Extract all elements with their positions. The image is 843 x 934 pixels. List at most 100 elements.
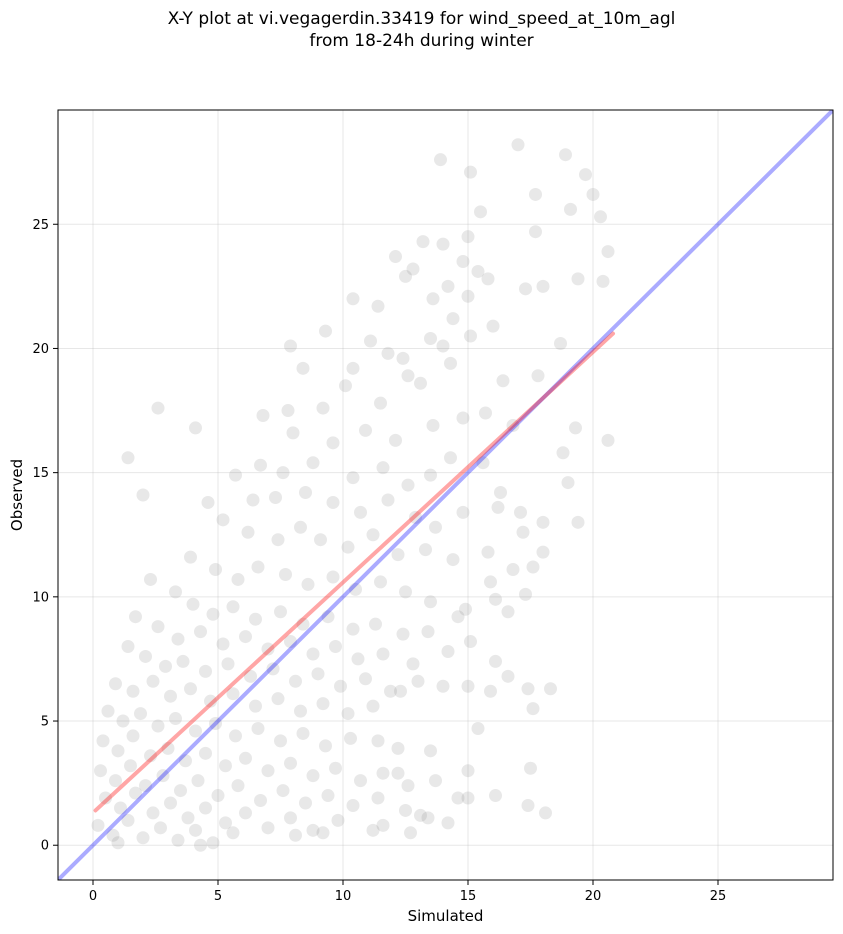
data-point (434, 153, 447, 167)
data-point (369, 617, 382, 631)
data-point (121, 640, 135, 654)
data-point (99, 791, 112, 805)
grid-lines (58, 110, 833, 880)
data-point (464, 329, 477, 343)
data-point (184, 550, 197, 564)
data-point (199, 801, 212, 815)
data-point (531, 369, 545, 383)
data-point (401, 779, 415, 793)
data-point (151, 620, 165, 634)
data-point (461, 289, 475, 303)
data-point (456, 505, 470, 519)
data-point (396, 351, 410, 365)
data-point (344, 731, 357, 745)
data-point (376, 461, 390, 475)
data-point (461, 679, 475, 693)
data-point (274, 605, 287, 619)
data-point (494, 486, 507, 500)
data-point (341, 540, 355, 554)
data-point (326, 570, 340, 584)
y-axis-label: Observed (8, 459, 26, 531)
data-point (159, 659, 172, 673)
y-tick-label: 5 (41, 715, 49, 730)
data-point (219, 816, 232, 830)
data-point (471, 721, 485, 735)
data-point (321, 610, 335, 624)
data-point (299, 796, 312, 810)
data-point (216, 637, 230, 651)
data-point (484, 684, 497, 698)
data-point (424, 744, 437, 758)
fit-line (93, 331, 615, 813)
data-point (441, 644, 455, 658)
data-point (289, 828, 302, 842)
y-tick-label: 25 (32, 218, 49, 233)
data-point (229, 729, 242, 743)
data-point (146, 674, 160, 688)
data-point (254, 794, 267, 808)
data-point (354, 505, 367, 519)
x-tick-label: 20 (585, 889, 602, 904)
data-point (151, 401, 165, 415)
data-point (191, 774, 205, 788)
data-point (451, 791, 465, 805)
data-point (171, 632, 185, 646)
data-point (221, 657, 235, 671)
data-point (491, 500, 505, 514)
data-point (306, 823, 320, 837)
data-point (294, 520, 307, 534)
axis-ticks: 0 5 10 15 20 25 0 5 10 15 20 25 (32, 218, 726, 904)
data-point (179, 754, 192, 768)
data-point (299, 486, 312, 500)
data-point (346, 292, 360, 306)
data-point (101, 704, 115, 718)
data-point (511, 138, 525, 152)
data-point (366, 699, 380, 713)
data-point (281, 404, 295, 418)
data-point (384, 684, 397, 698)
data-point (199, 746, 212, 760)
data-point (284, 339, 297, 353)
data-point (399, 585, 412, 599)
data-point (254, 458, 267, 472)
data-point (256, 409, 270, 423)
data-point (391, 741, 405, 755)
data-point (516, 525, 530, 539)
data-point (484, 575, 497, 589)
data-point (601, 433, 615, 447)
data-point (329, 761, 342, 775)
data-point (411, 674, 425, 688)
x-tick-label: 0 (89, 889, 97, 904)
data-point (521, 798, 535, 812)
data-point (446, 553, 460, 567)
data-point (316, 697, 330, 711)
data-point (374, 575, 387, 589)
data-point (306, 647, 320, 661)
data-point (451, 610, 465, 624)
data-point (244, 669, 257, 683)
data-point (401, 369, 415, 383)
data-point (441, 816, 455, 830)
data-point (194, 838, 207, 852)
data-point (121, 451, 135, 465)
data-point (231, 779, 245, 793)
data-point (181, 811, 195, 825)
y-tick-label: 15 (32, 466, 49, 481)
data-point (106, 828, 120, 842)
data-point (381, 493, 395, 507)
data-point (424, 468, 437, 482)
data-point (524, 761, 537, 775)
chart-title-line-2: from 18-24h during winter (309, 31, 534, 51)
data-point (271, 692, 285, 706)
data-point (496, 374, 510, 388)
data-point (306, 769, 320, 783)
data-point (91, 818, 105, 832)
data-point (284, 635, 297, 649)
data-point (346, 798, 360, 812)
data-point (226, 600, 240, 614)
data-point (249, 699, 262, 713)
data-point (376, 766, 390, 780)
data-point (481, 545, 495, 559)
data-point (316, 826, 330, 840)
